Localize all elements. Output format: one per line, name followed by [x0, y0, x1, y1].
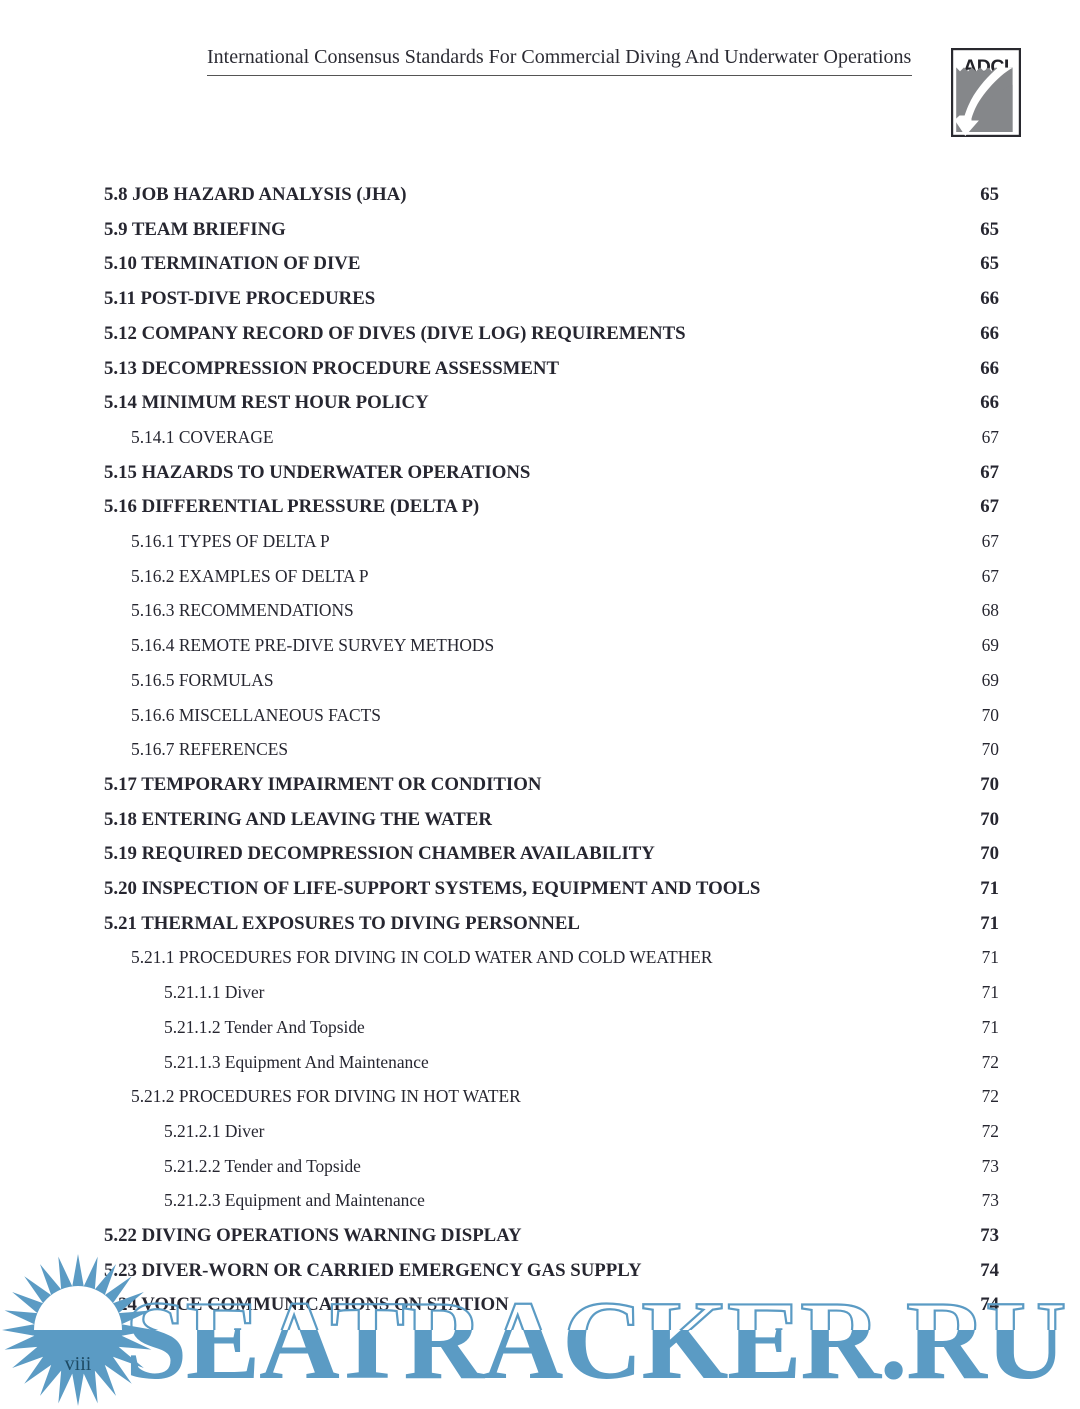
svg-text:viii: viii	[65, 1353, 92, 1375]
